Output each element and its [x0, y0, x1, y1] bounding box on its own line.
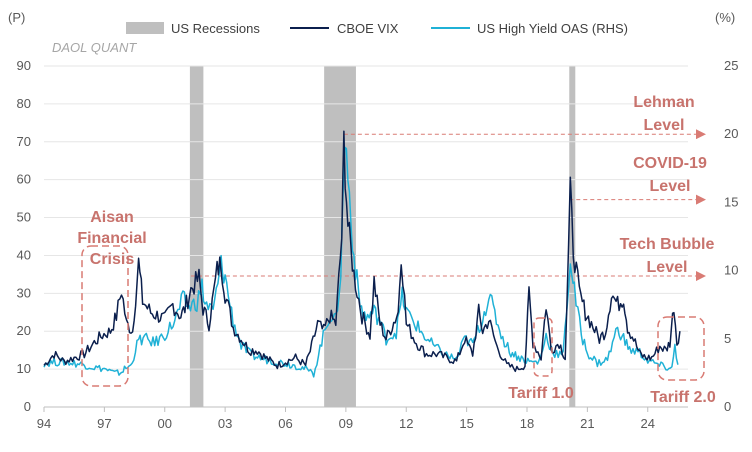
recession-bands	[189, 66, 576, 407]
y-right-tick-15: 15	[724, 194, 738, 209]
x-tick-03: 03	[218, 416, 232, 431]
recession-band-1	[189, 66, 204, 407]
tech-bubble-label-line1: Tech Bubble	[620, 236, 715, 253]
tariff1-label: Tariff 1.0	[508, 385, 574, 402]
y-left-tick-30: 30	[17, 285, 31, 300]
x-tick-00: 00	[158, 416, 172, 431]
tech-bubble-label-line2: Level	[647, 259, 688, 276]
y-left-tick-40: 40	[17, 247, 31, 262]
tariff1-box	[533, 317, 553, 377]
y-right-tick-0: 0	[724, 399, 731, 414]
legend-label-oas: US High Yield OAS (RHS)	[477, 21, 628, 36]
legend-swatch-recessions	[126, 22, 164, 34]
x-tick-15: 15	[459, 416, 473, 431]
aisan-label-line1: Aisan	[90, 209, 134, 226]
tick-labels: 0 10 20 30 40 50 60 70 80 90 0 5 10 15 20 25 94 97 00 03 06 0…	[17, 58, 739, 431]
y-right-tick-5: 5	[724, 331, 731, 346]
y-right-unit: (%)	[715, 10, 735, 25]
y-right-tick-10: 10	[724, 263, 738, 278]
covid-label-line2: Level	[650, 178, 691, 195]
gridlines	[44, 65, 688, 370]
y-left-tick-70: 70	[17, 134, 31, 149]
aisan-crisis-box	[81, 245, 129, 387]
legend-label-vix: CBOE VIX	[337, 21, 399, 36]
x-tick-24: 24	[641, 416, 655, 431]
watermark: DAOL QUANT	[52, 40, 137, 55]
x-tick-18: 18	[520, 416, 534, 431]
reference-arrows	[190, 129, 706, 282]
x-tick-21: 21	[580, 416, 594, 431]
aisan-label-line3: Crisis	[90, 251, 135, 268]
aisan-label-line2: Financial	[77, 230, 146, 247]
y-left-tick-20: 20	[17, 323, 31, 338]
y-left-tick-60: 60	[17, 172, 31, 187]
x-tick-09: 09	[339, 416, 353, 431]
series-lines	[43, 130, 681, 378]
y-left-tick-90: 90	[17, 58, 31, 73]
x-tick-97: 97	[97, 416, 111, 431]
series-line-vix	[43, 130, 681, 373]
legend-label-recessions: US Recessions	[171, 21, 260, 36]
y-right-tick-20: 20	[724, 126, 738, 141]
y-left-tick-80: 80	[17, 96, 31, 111]
tariff2-label: Tariff 2.0	[650, 389, 716, 406]
lehman-label-line1: Lehman	[633, 94, 694, 111]
y-left-tick-10: 10	[17, 361, 31, 376]
y-left-tick-0: 0	[24, 399, 31, 414]
lehman-label-line2: Level	[644, 117, 685, 134]
x-tick-94: 94	[37, 416, 51, 431]
y-right-tick-25: 25	[724, 58, 738, 73]
x-tick-12: 12	[399, 416, 413, 431]
x-tick-06: 06	[278, 416, 292, 431]
y-left-unit: (P)	[8, 10, 25, 25]
covid-label-line1: COVID-19	[633, 155, 707, 172]
axes	[43, 406, 688, 412]
y-left-tick-50: 50	[17, 210, 31, 225]
legend: US Recessions CBOE VIX US High Yield OAS…	[126, 21, 628, 36]
tariff2-box	[657, 316, 705, 381]
